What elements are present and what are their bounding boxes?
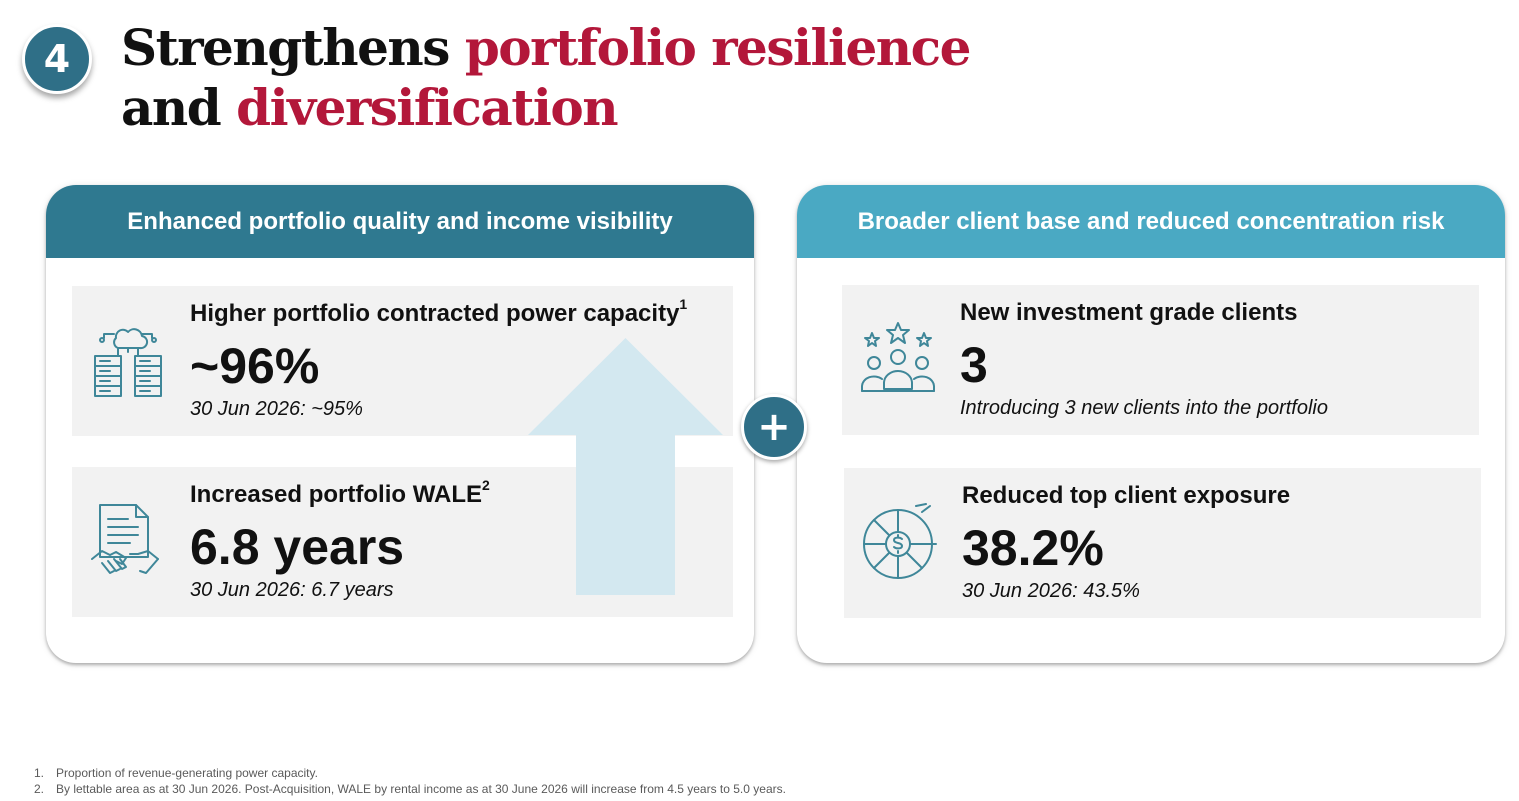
title-text-1: Strengthens — [121, 18, 465, 77]
up-arrow-icon — [528, 338, 723, 595]
title-text-2: and — [121, 78, 237, 137]
card-note: Introducing 3 new clients into the portf… — [960, 397, 1328, 419]
heading-text: Increased portfolio WALE — [190, 481, 483, 508]
plus-badge: + — [741, 394, 807, 460]
footnote-number: 2. — [34, 782, 45, 796]
footnote-1: 1. Proportion of revenue-generating power… — [34, 765, 786, 781]
dollar-pie-chart-icon — [863, 503, 937, 579]
footnote-2: 2. By lettable area as at 30 Jun 2026. Po… — [34, 781, 786, 797]
title-accent-2: diversification — [236, 78, 618, 137]
heading-text: Higher portfolio contracted power capaci… — [190, 300, 680, 327]
footnote-ref: 1 — [679, 296, 688, 312]
rated-clients-icon — [861, 322, 935, 392]
card-value: 6.8 years — [190, 519, 405, 575]
footnote-text: Proportion of revenue-generating power c… — [56, 766, 318, 780]
footnote-number: 1. — [34, 766, 45, 780]
footnotes: 1. Proportion of revenue-generating power… — [34, 765, 786, 797]
card-heading: Higher portfolio contracted power capaci… — [190, 296, 687, 328]
card-heading: Reduced top client exposure — [962, 482, 1291, 509]
contract-handshake-icon — [91, 504, 159, 574]
server-cloud-icon — [94, 328, 162, 397]
client-base-panel: Broader client base and reduced concentr… — [797, 185, 1505, 663]
panel-header: Enhanced portfolio quality and income vi… — [46, 185, 754, 258]
title-accent-1: portfolio resilience — [464, 18, 972, 77]
card-note: 30 Jun 2026: 6.7 years — [190, 579, 394, 601]
card-value: 3 — [960, 337, 988, 393]
card-heading: New investment grade clients — [960, 299, 1298, 326]
footnote-ref: 2 — [482, 477, 490, 493]
card-note: 30 Jun 2026: ~95% — [190, 398, 363, 420]
card-value: 38.2% — [962, 520, 1104, 576]
top-client-exposure-card: Reduced top client exposure 38.2% 30 Jun… — [844, 468, 1481, 618]
investment-grade-card: New investment grade clients 3 Introduci… — [842, 285, 1479, 435]
panel-header: Broader client base and reduced concentr… — [797, 185, 1505, 258]
slide-number-badge: 4 — [22, 24, 92, 94]
slide-title: Strengthens portfolio resilience and div… — [121, 18, 972, 138]
footnote-text: By lettable area as at 30 Jun 2026. Post… — [56, 782, 786, 796]
card-value: ~96% — [190, 338, 320, 394]
card-heading: Increased portfolio WALE2 — [190, 477, 490, 509]
card-note: 30 Jun 2026: 43.5% — [962, 580, 1140, 602]
